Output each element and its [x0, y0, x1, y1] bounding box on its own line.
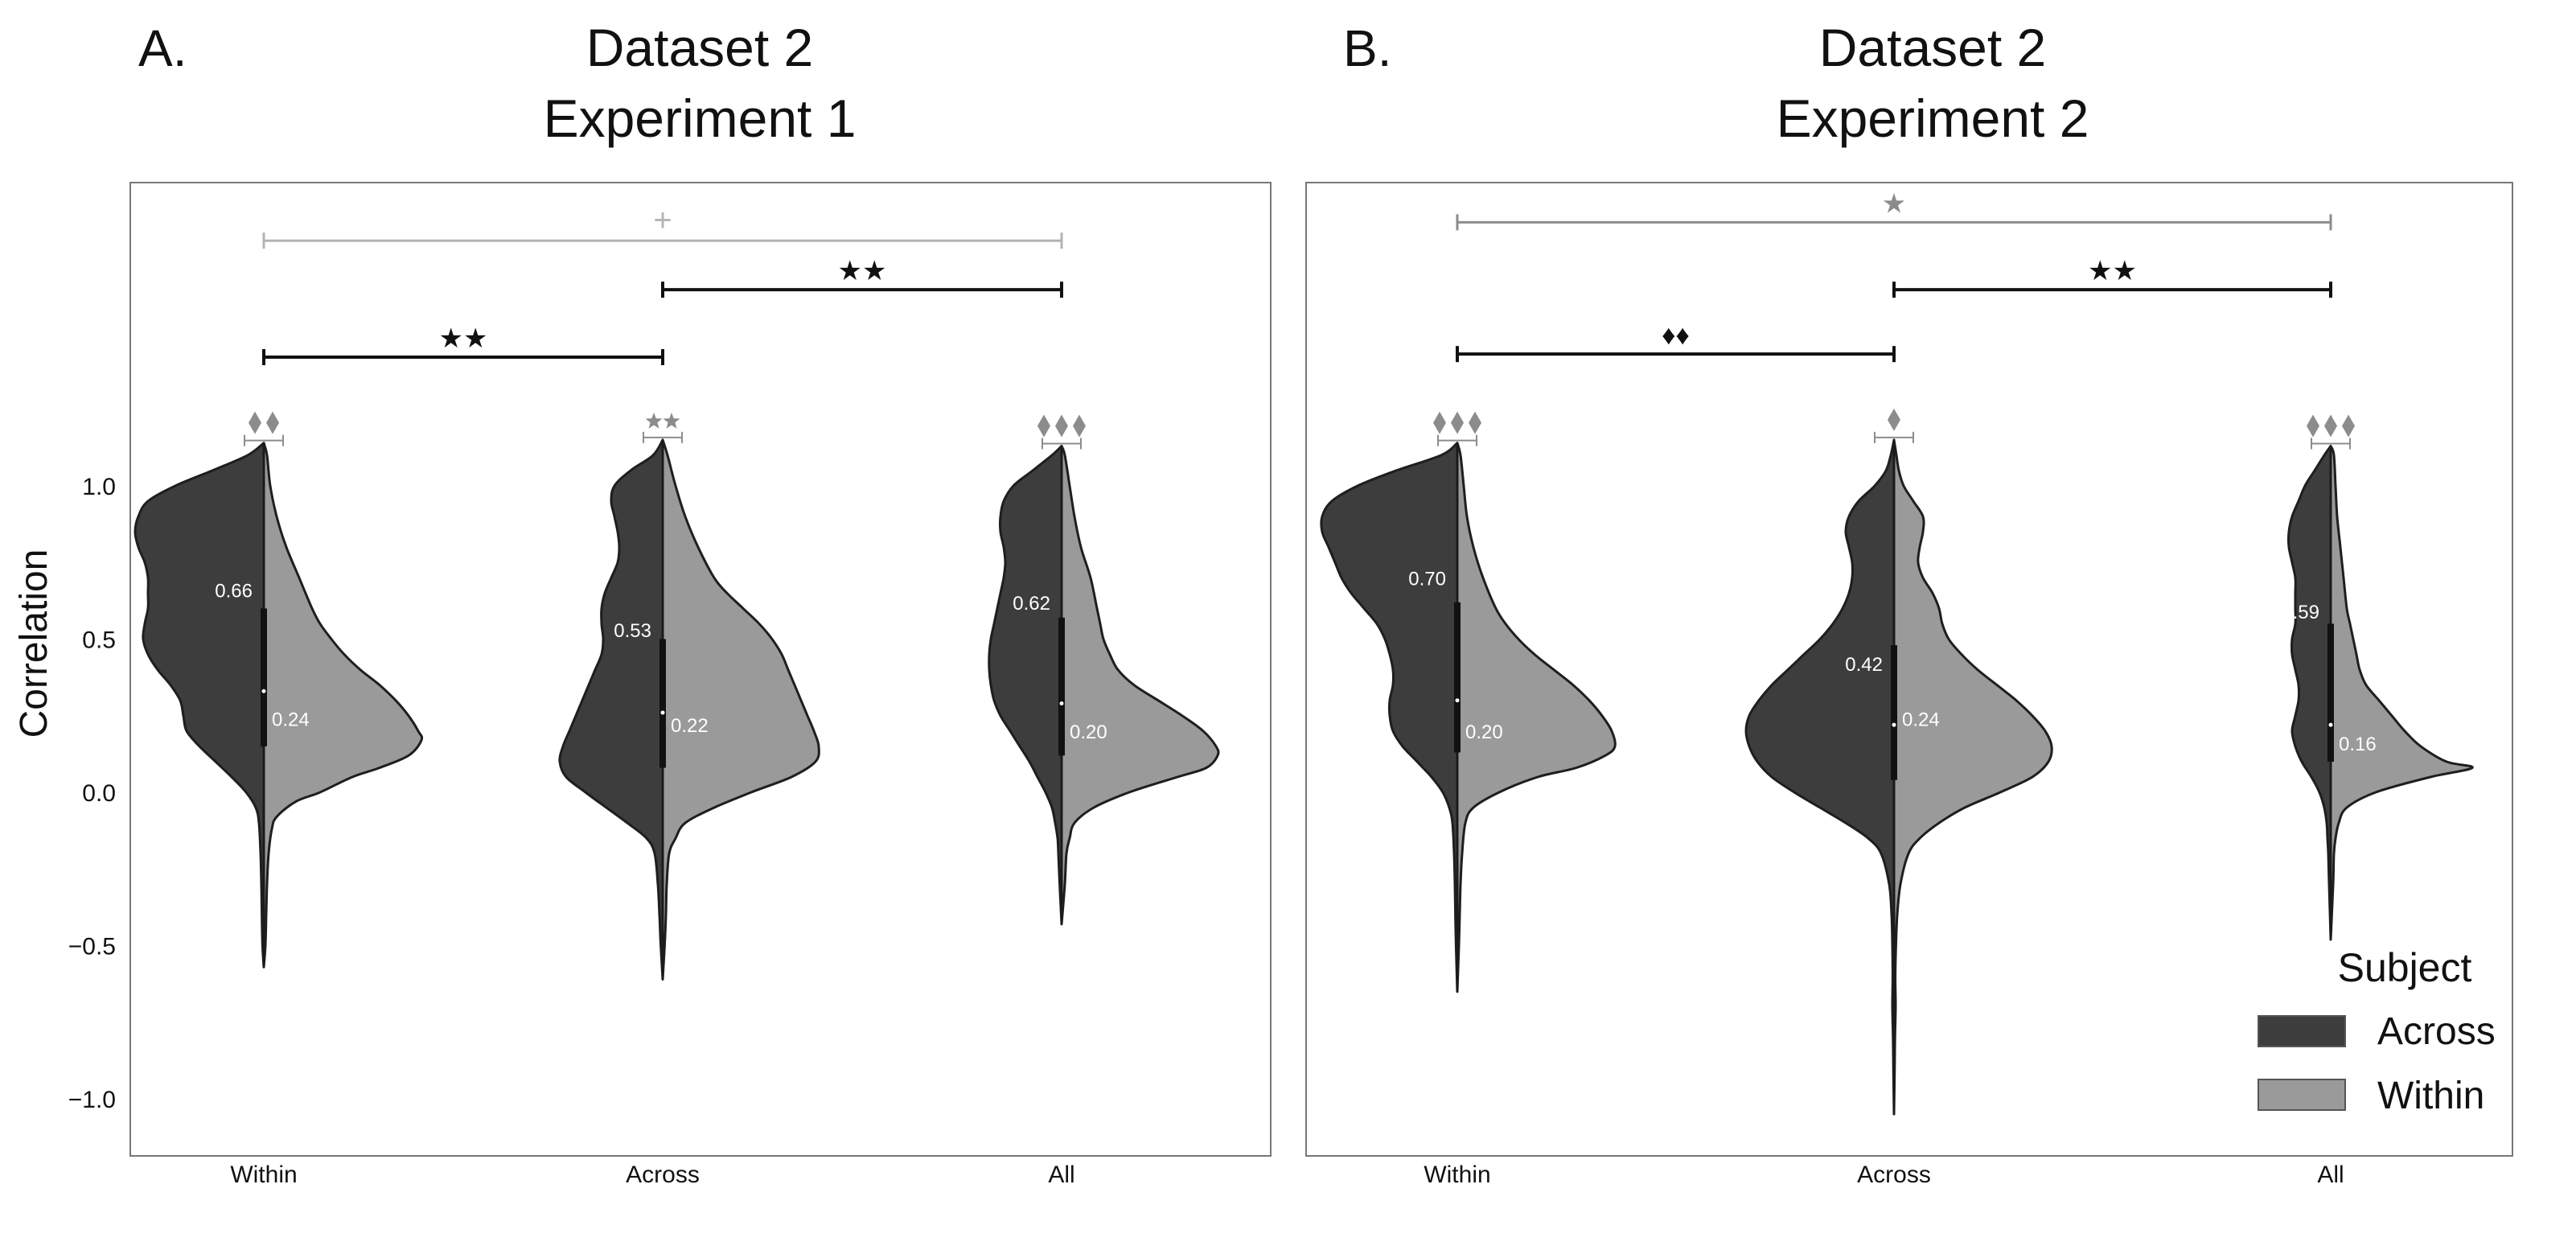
legend: Subject Across Within	[2258, 945, 2496, 1117]
panel-label: B.	[1343, 19, 1391, 77]
plot-frame	[1305, 182, 2513, 1157]
panel-a: A. Dataset 2 Experiment 1 1.0 0.5 0.0 −0.5 −1.0…	[68, 18, 1272, 1188]
violin-within: 0.66 0.24	[134, 411, 424, 968]
violin-across-half	[1744, 438, 1896, 1116]
significance-diamond	[1451, 411, 1464, 434]
violin-within: 0.70 0.20	[1320, 411, 1617, 993]
violin-median-dot	[1059, 701, 1064, 706]
significance-diamond	[2307, 414, 2319, 438]
median-label-within: 0.22	[671, 715, 709, 737]
panel-label: A.	[138, 19, 187, 77]
significance-diamond	[1055, 414, 1068, 438]
significance-diamond	[266, 411, 279, 434]
significance-diamond	[2342, 414, 2355, 438]
comparison-marker: ★★	[2088, 256, 2137, 286]
x-tick-label: Across	[1857, 1162, 1931, 1188]
comparison-marker: ♦♦	[1662, 320, 1690, 351]
plot-frame	[129, 182, 1272, 1157]
x-tick-label: All	[2317, 1162, 2344, 1188]
violin-all: 0.62 0.20	[988, 414, 1220, 926]
median-label-across: 0.66	[215, 581, 253, 602]
violin-box	[1891, 645, 1897, 780]
violin-across: 0.53 0.22	[558, 412, 820, 981]
violin-across-half	[988, 445, 1063, 926]
panel-title-line-2: Experiment 2	[1777, 88, 2089, 148]
x-tick-label: Within	[1424, 1162, 1490, 1188]
median-label-across: 0.59	[2282, 602, 2319, 623]
median-label-across: 0.62	[1013, 593, 1050, 615]
significance-diamond	[1469, 411, 1481, 434]
violin-median-dot	[1892, 722, 1896, 727]
median-label-across: 0.53	[614, 620, 651, 642]
significance-diamond	[1037, 414, 1050, 438]
y-tick-label: −0.5	[68, 934, 116, 960]
significance-diamond	[1888, 408, 1900, 431]
legend-title: Subject	[2338, 945, 2472, 990]
comparison-marker: ★	[1882, 188, 1906, 219]
violin-box	[261, 608, 267, 746]
significance-diamond	[1433, 411, 1446, 434]
violin-across-half	[1320, 442, 1459, 993]
y-tick-label: −1.0	[68, 1087, 116, 1113]
significance-star	[663, 412, 680, 429]
median-label-within: 0.24	[272, 709, 310, 731]
violin-median-dot	[660, 710, 665, 715]
violin-all: 0.59 0.16	[2282, 414, 2474, 941]
comparison-marker: ★★	[439, 323, 488, 354]
legend-label-within: Within	[2377, 1075, 2484, 1117]
violin-box	[1454, 602, 1461, 753]
panel-b: B. Dataset 2 Experiment 2 Within Across All ♦♦…	[1305, 18, 2513, 1188]
panel-title-line-2: Experiment 1	[544, 88, 857, 148]
panel-title-line-1: Dataset 2	[586, 18, 814, 77]
panel-title-line-1: Dataset 2	[1819, 18, 2047, 77]
median-label-within: 0.20	[1465, 722, 1503, 743]
x-tick-label: All	[1048, 1162, 1074, 1188]
violin-within-half	[262, 442, 424, 968]
y-tick-label: 0.0	[82, 780, 116, 807]
violin-median-dot	[261, 689, 266, 693]
median-label-within: 0.16	[2339, 734, 2377, 755]
significance-star	[645, 412, 663, 429]
legend-swatch-within	[2258, 1079, 2346, 1111]
panels: A. Dataset 2 Experiment 1 1.0 0.5 0.0 −0.5 −1.0…	[68, 18, 2513, 1188]
violin-across-half	[2286, 445, 2332, 941]
legend-label-across: Across	[2377, 1010, 2496, 1053]
violin-within-half	[2329, 445, 2474, 941]
violin-across-half	[134, 442, 265, 968]
median-label-within: 0.24	[1902, 709, 1940, 731]
significance-diamond	[1073, 414, 1086, 438]
median-label-across: 0.70	[1408, 568, 1446, 590]
violin-within-half	[1456, 442, 1617, 993]
y-tick-label: 1.0	[82, 474, 116, 500]
comparison-marker: +	[653, 203, 672, 238]
significance-diamond	[2324, 414, 2337, 438]
violin-across: 0.42 0.24	[1744, 408, 2053, 1116]
violin-median-dot	[2328, 722, 2333, 727]
legend-swatch-across	[2258, 1015, 2346, 1047]
median-label-across: 0.42	[1845, 654, 1883, 676]
y-axis-label: Correlation	[13, 549, 55, 738]
violin-box	[1058, 617, 1065, 756]
comparison-marker: ★★	[838, 256, 887, 286]
violin-within-half	[1892, 438, 2053, 1116]
violin-across-half	[558, 438, 664, 981]
violin-within-half	[1060, 445, 1220, 926]
significance-diamond	[249, 411, 261, 434]
violin-box	[659, 639, 666, 768]
x-tick-label: Within	[230, 1162, 297, 1188]
y-tick-label: 0.5	[82, 627, 116, 654]
violin-median-dot	[1455, 698, 1460, 703]
x-tick-label: Across	[626, 1162, 700, 1188]
violin-within-half	[661, 438, 820, 981]
median-label-within: 0.20	[1070, 722, 1107, 743]
violin-box	[2327, 623, 2334, 762]
